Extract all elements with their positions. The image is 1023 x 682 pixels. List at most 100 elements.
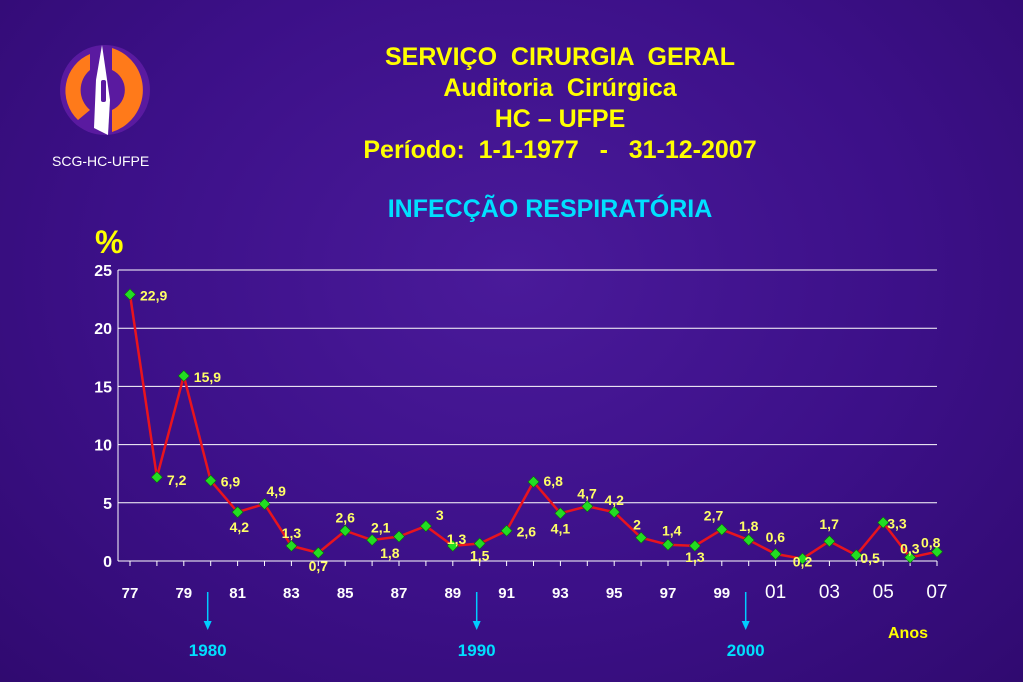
- data-label: 1,7: [819, 516, 839, 532]
- data-label: 0,7: [309, 558, 329, 574]
- data-point-marker: [554, 507, 567, 520]
- x-tick-label: 89: [444, 585, 461, 602]
- series-markers: [124, 288, 943, 565]
- x-tick-label: 03: [819, 582, 840, 603]
- data-point-marker: [688, 539, 701, 552]
- data-label: 3,3: [887, 516, 907, 532]
- x-tick-label: 95: [606, 585, 623, 602]
- data-label: 0,5: [860, 550, 880, 566]
- data-point-marker: [446, 539, 459, 552]
- data-point-marker: [877, 516, 890, 529]
- data-point-marker: [312, 546, 325, 559]
- x-tick-label: 87: [391, 585, 408, 602]
- data-point-marker: [177, 369, 190, 382]
- data-label: 4,1: [551, 520, 571, 536]
- data-point-marker: [769, 548, 782, 560]
- data-point-marker: [662, 538, 674, 551]
- data-label: 1,5: [470, 548, 490, 564]
- y-tick-label: 25: [94, 263, 112, 280]
- data-label: 1,4: [662, 523, 682, 539]
- data-label: 1,3: [685, 549, 705, 565]
- y-tick-label: 10: [94, 438, 112, 455]
- y-tick-label: 0: [103, 554, 112, 571]
- data-point-marker: [285, 539, 298, 552]
- y-tick-label: 5: [103, 496, 112, 513]
- data-label: 4,7: [577, 485, 597, 501]
- data-label: 2,6: [517, 524, 537, 540]
- grid-lines: [118, 269, 937, 562]
- decade-arrow-head: [203, 621, 212, 630]
- data-point-marker: [204, 474, 217, 487]
- data-label: 6,9: [221, 474, 241, 490]
- data-point-marker: [796, 552, 809, 565]
- data-label: 0,3: [900, 541, 920, 557]
- title-line-1: SERVIÇO CIRURGIA GERAL: [384, 43, 736, 71]
- data-label: 2,6: [335, 510, 355, 526]
- x-tick-labels: 77 79 81 83 85 87 89 91 93 95 97 99 01 03 05 07: [122, 582, 948, 603]
- data-label: 4,9: [267, 483, 287, 499]
- x-tick-label: 97: [660, 585, 677, 602]
- data-point-marker: [635, 531, 648, 544]
- data-point-marker: [150, 471, 163, 484]
- title-line-2: Auditoria Cirúrgica: [443, 74, 677, 102]
- data-label: 6,8: [544, 473, 564, 489]
- y-tick-label: 15: [94, 379, 112, 396]
- x-tick-label: 99: [713, 585, 730, 602]
- data-label: 3: [436, 507, 444, 523]
- decade-label: 1990: [458, 641, 496, 660]
- data-point-marker: [393, 530, 405, 543]
- decade-markers: 1980 1990 2000: [189, 592, 765, 660]
- series-line: [128, 294, 938, 560]
- data-label: 0,2: [793, 554, 813, 570]
- x-tick-label: 81: [229, 585, 246, 602]
- data-label: 2,7: [704, 508, 724, 524]
- data-label: 2: [633, 517, 641, 533]
- decade-arrow-head: [472, 621, 481, 630]
- logo-orange-arc-left: [65, 54, 90, 120]
- data-point-marker: [500, 524, 513, 537]
- data-point-marker: [258, 498, 271, 510]
- data-point-marker: [339, 524, 352, 537]
- hospital-logo: [60, 45, 150, 135]
- x-tick-label: 85: [337, 585, 354, 602]
- data-label: 4,2: [230, 519, 250, 535]
- x-tick-label: 05: [873, 582, 894, 603]
- title-line-4: Período: 1-1-1977 - 31-12-2007: [363, 136, 757, 164]
- x-tick-label: 79: [175, 585, 192, 602]
- data-label: 1,8: [739, 518, 759, 534]
- data-label: 1,8: [380, 545, 400, 561]
- title-block: SERVIÇO CIRURGIA GERAL Auditoria Cirúrgi…: [250, 42, 870, 166]
- logo-caption: SCG-HC-UFPE: [52, 153, 150, 169]
- y-axis-label: %: [95, 224, 123, 260]
- data-label: 4,2: [604, 492, 624, 508]
- x-tick-label: 91: [498, 585, 515, 602]
- series-polyline: [128, 294, 938, 560]
- x-tick-label: 01: [765, 582, 786, 603]
- data-point-marker: [931, 545, 943, 558]
- title-line-3: HC – UFPE: [494, 105, 626, 133]
- logo-slot: [101, 80, 106, 102]
- data-label: 7,2: [167, 472, 187, 488]
- data-label: 0,6: [766, 529, 786, 545]
- decade-label: 2000: [727, 641, 765, 660]
- decade-arrow-head: [741, 621, 750, 630]
- data-point-marker: [527, 475, 540, 488]
- data-label: 15,9: [194, 369, 221, 385]
- data-point-marker: [823, 535, 836, 548]
- data-point-marker: [124, 288, 136, 301]
- data-label: 1,3: [282, 525, 302, 541]
- x-tick-label: 93: [552, 585, 569, 602]
- data-label: 1,3: [447, 531, 467, 547]
- x-tick-label: 07: [926, 582, 947, 603]
- data-label: 2,1: [371, 520, 391, 536]
- data-label: 22,9: [140, 287, 167, 303]
- data-labels: 22,97,215,96,94,24,91,30,72,61,82,131,31…: [140, 287, 941, 573]
- data-label: 0,8: [921, 535, 941, 551]
- x-tick-label: 77: [122, 585, 139, 602]
- logo-orange-arc-right: [112, 48, 143, 132]
- data-point-marker: [231, 506, 244, 519]
- y-tick-labels: 0 5 10 15 20 25: [94, 263, 112, 571]
- data-point-marker: [581, 500, 594, 513]
- chart-subtitle: INFECÇÃO RESPIRATÓRIA: [387, 195, 713, 223]
